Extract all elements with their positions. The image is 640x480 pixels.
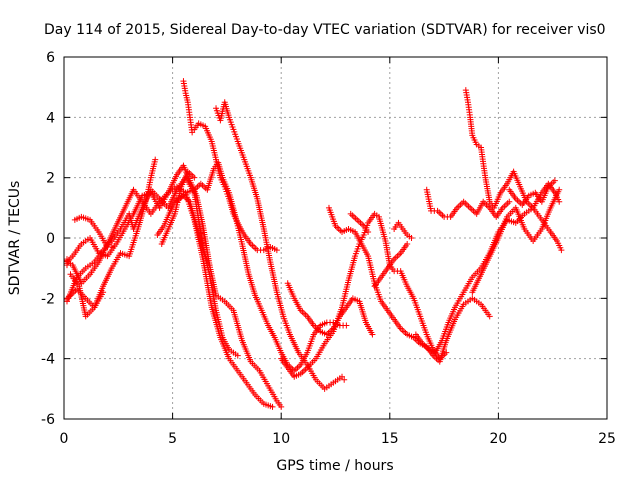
series-arc-18: [423, 186, 513, 220]
series-arc-22: [506, 177, 558, 208]
series-arc-12: [284, 280, 376, 338]
series-arc-08: [213, 99, 348, 392]
axis-ticks: 0 5 10 15 20 25 -6 -4 -2 0 2 4 6: [41, 50, 616, 447]
series-arc-05: [67, 271, 107, 320]
data-point: [191, 174, 198, 181]
y-tick-label: -2: [41, 291, 55, 307]
data-point: [269, 403, 276, 410]
data-point: [341, 376, 348, 383]
y-tick-label: 0: [46, 231, 55, 247]
series-arc-15: [347, 210, 372, 235]
series-arc-19: [462, 87, 563, 211]
series-arc-11: [158, 168, 198, 248]
data-point: [404, 241, 411, 248]
series-arc-14: [325, 204, 493, 365]
data-point: [558, 247, 565, 254]
data-point: [152, 156, 159, 163]
chart-title: Day 114 of 2015, Sidereal Day-to-day VTE…: [44, 22, 606, 38]
series-arc-10: [154, 192, 213, 269]
y-tick-label: -4: [41, 352, 55, 368]
data-point: [206, 262, 213, 269]
data-point: [343, 322, 350, 329]
y-axis-label: SDTVAR / TECUs: [7, 181, 23, 296]
data-point: [408, 235, 415, 241]
data-point: [369, 331, 376, 338]
x-tick-label: 25: [598, 431, 616, 447]
data-point: [339, 373, 346, 380]
series-arc-17: [371, 241, 411, 290]
data-point: [365, 228, 372, 235]
series-arc-09: [173, 159, 350, 374]
data-point: [108, 244, 115, 251]
x-tick-label: 15: [381, 431, 399, 447]
x-axis-label: GPS time / hours: [276, 458, 393, 474]
series-arc-03: [65, 174, 241, 359]
data-point: [486, 313, 493, 320]
data-point: [273, 247, 280, 254]
series-arc-04: [71, 213, 115, 251]
series-arc-21: [469, 186, 563, 296]
x-tick-label: 5: [168, 431, 177, 447]
data-point: [506, 198, 513, 205]
y-tick-label: 6: [46, 50, 55, 66]
series-arc-16: [391, 219, 415, 241]
data-point: [189, 129, 196, 136]
plot-frame: [63, 56, 608, 420]
series-arc-20: [412, 204, 565, 356]
data-point: [278, 403, 285, 410]
data-point: [556, 198, 563, 205]
series-arc-06: [64, 183, 276, 410]
data-point: [551, 177, 558, 184]
y-tick-label: 4: [46, 110, 55, 126]
y-tick-label: 2: [46, 171, 55, 187]
data-point: [556, 186, 563, 193]
x-tick-label: 20: [489, 431, 507, 447]
y-tick-label: -6: [41, 412, 55, 428]
x-tick-label: 0: [60, 431, 69, 447]
data-point: [100, 289, 107, 296]
x-tick-label: 10: [272, 431, 290, 447]
data-point: [443, 349, 450, 356]
data-series: [64, 78, 565, 410]
grid: [64, 57, 607, 419]
data-point: [234, 352, 241, 359]
series-arc-13: [278, 210, 450, 380]
series-arc-07: [180, 78, 280, 254]
